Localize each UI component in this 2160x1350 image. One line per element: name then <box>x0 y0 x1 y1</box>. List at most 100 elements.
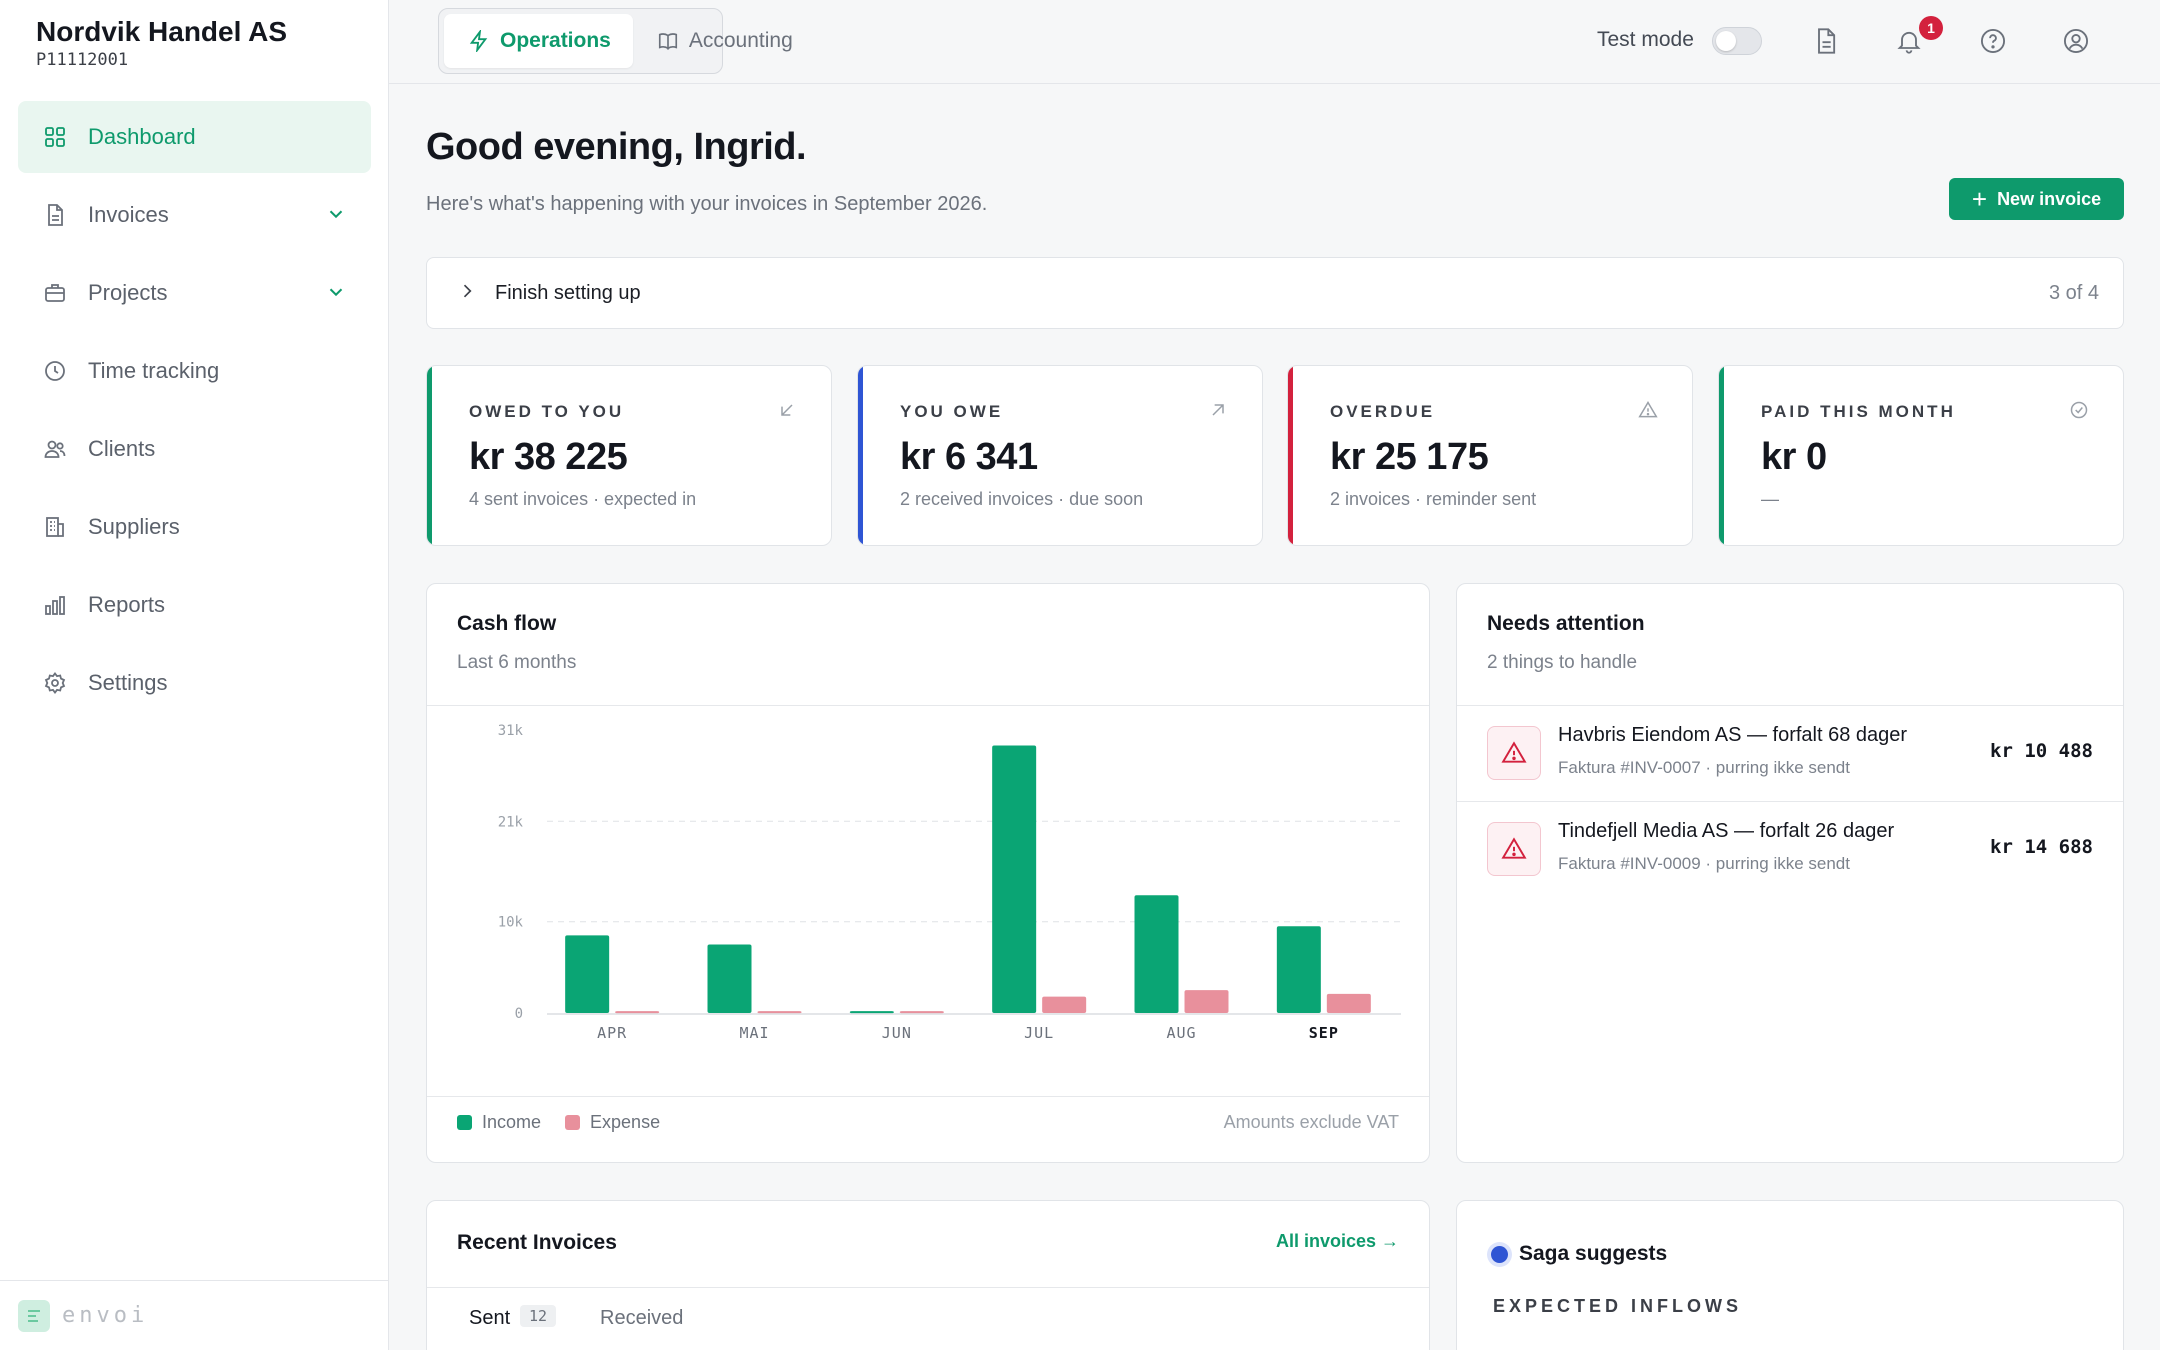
bar-income-mai <box>707 944 752 1013</box>
sidebar-item-label: Reports <box>88 592 166 617</box>
bar-expense-sep <box>1326 993 1371 1013</box>
kpi-note: 2 invoices · reminder sent <box>1330 489 1537 509</box>
tab-received[interactable]: Received <box>600 1307 684 1329</box>
sidebar-nav: Dashboard Invoices Projects Time trac <box>18 101 371 725</box>
tab-operations[interactable]: Operations <box>444 14 633 68</box>
bar-expense-apr <box>615 1011 660 1014</box>
arrow-down-left-icon <box>777 400 797 425</box>
help-icon[interactable] <box>1976 24 2010 58</box>
x-tick-label: SEP <box>1309 1024 1339 1042</box>
bar-expense-jul <box>1042 996 1087 1013</box>
finish-setup-banner[interactable]: Finish setting up 3 of 4 <box>426 257 2124 329</box>
page-title: Good evening, Ingrid. <box>426 126 807 168</box>
new-invoice-label: New invoice <box>1997 188 2102 209</box>
kpi-note: 4 sent invoices · expected in <box>469 489 697 509</box>
card-title: Saga suggests <box>1519 1242 1668 1265</box>
y-tick-label: 21k <box>498 814 524 830</box>
legend-swatch-expense <box>565 1115 581 1130</box>
chevron-down-icon[interactable] <box>325 281 347 309</box>
card-title: Cash flow <box>457 612 557 635</box>
card-subtitle: Last 6 months <box>457 652 577 673</box>
check-circle-icon <box>2069 400 2089 425</box>
vat-note: Amounts exclude VAT <box>1223 1112 1399 1132</box>
kpi-value: kr 0 <box>1761 436 1827 478</box>
cash-flow-card: Cash flow Last 6 months 0 10k 21k 31k APR MAI… <box>426 583 1430 1163</box>
sidebar-item-suppliers[interactable]: Suppliers <box>18 491 371 563</box>
sidebar-item-invoices[interactable]: Invoices <box>18 179 371 251</box>
x-tick-label: AUG <box>1166 1024 1196 1042</box>
card-title: Needs attention <box>1487 612 1645 635</box>
new-invoice-button[interactable]: + New invoice <box>1949 178 2124 220</box>
sidebar-item-label: Settings <box>88 670 168 695</box>
attention-amount: kr 10 488 <box>1990 740 2093 762</box>
users-icon <box>42 436 68 462</box>
sidebar-item-projects[interactable]: Projects <box>18 257 371 329</box>
y-tick-label: 10k <box>498 915 524 931</box>
test-mode-toggle[interactable] <box>1712 27 1762 55</box>
x-tick-label: JUL <box>1024 1024 1054 1042</box>
recent-invoices-card: Recent Invoices All invoices → Sent 12 R… <box>426 1200 1430 1350</box>
all-invoices-link[interactable]: All invoices → <box>1275 1231 1399 1251</box>
warning-icon <box>1638 400 1658 425</box>
arrow-up-right-icon <box>1208 400 1228 425</box>
kpi-you-owe[interactable]: YOU OWE kr 6 341 2 received invoices · d… <box>857 365 1263 546</box>
document-icon[interactable] <box>1809 24 1843 58</box>
brand-logo-icon <box>18 1299 50 1332</box>
page-subtitle: Here's what's happening with your invoic… <box>426 193 988 215</box>
notification-badge: 1 <box>1919 16 1943 40</box>
kpi-owed-to-you[interactable]: OWED TO YOU kr 38 225 4 sent invoices · … <box>426 365 832 546</box>
needs-attention-card: Needs attention 2 things to handle Havbr… <box>1456 583 2124 1163</box>
setup-progress: 3 of 4 <box>2048 281 2099 304</box>
tab-accounting[interactable]: Accounting <box>633 14 815 68</box>
brand-name: envoi <box>62 1303 149 1328</box>
saga-indicator-icon <box>1491 1246 1508 1263</box>
bar-expense-jun <box>899 1011 944 1014</box>
attention-title: Havbris Eiendom AS — forfalt 68 dager <box>1558 724 1908 746</box>
kpi-label: YOU OWE <box>900 402 1004 421</box>
sidebar-item-clients[interactable]: Clients <box>18 413 371 485</box>
chevron-right-icon <box>457 281 477 306</box>
sidebar-item-settings[interactable]: Settings <box>18 647 371 719</box>
sidebar-item-dashboard[interactable]: Dashboard <box>18 101 371 173</box>
kpi-value: kr 6 341 <box>900 436 1038 478</box>
bell-icon[interactable] <box>1892 24 1926 58</box>
divider <box>427 1287 1429 1288</box>
sidebar-item-label: Clients <box>88 436 156 461</box>
sidebar-item-label: Time tracking <box>88 358 220 383</box>
bar-income-sep <box>1276 926 1321 1013</box>
kpi-overdue[interactable]: OVERDUE kr 25 175 2 invoices · reminder … <box>1287 365 1693 546</box>
attention-title: Tindefjell Media AS — forfalt 26 dager <box>1558 820 1895 842</box>
kpi-note: — <box>1761 489 1779 509</box>
clock-icon <box>42 358 68 384</box>
legend-label-expense: Expense <box>590 1112 661 1132</box>
tab-label: Accounting <box>688 29 793 52</box>
sidebar-item-label: Dashboard <box>88 124 196 149</box>
sidebar-item-label: Invoices <box>88 202 169 227</box>
kpi-label: OWED TO YOU <box>469 402 625 421</box>
sidebar-item-label: Projects <box>88 280 168 305</box>
chevron-down-icon[interactable] <box>325 203 347 231</box>
document-icon <box>42 202 68 228</box>
kpi-value: kr 38 225 <box>469 436 628 478</box>
sidebar-item-time-tracking[interactable]: Time tracking <box>18 335 371 407</box>
list-item[interactable]: Tindefjell Media AS — forfalt 26 dager F… <box>1457 802 2123 898</box>
chart-legend: Income Expense <box>457 1112 660 1133</box>
mode-switch: Operations Accounting <box>438 8 793 74</box>
legend-label-income: Income <box>482 1112 542 1132</box>
tab-sent[interactable]: Sent <box>469 1307 511 1329</box>
company-name[interactable]: Nordvik Handel AS <box>36 16 288 47</box>
test-mode-label: Test mode <box>1597 28 1694 51</box>
sidebar-footer: envoi <box>0 1280 389 1350</box>
bar-income-apr <box>565 935 610 1013</box>
y-tick-label: 0 <box>515 1006 523 1022</box>
kpi-paid-this-month[interactable]: PAID THIS MONTH kr 0 — <box>1718 365 2124 546</box>
user-profile-icon[interactable] <box>2059 24 2093 58</box>
divider <box>1457 705 2123 706</box>
attention-subtitle: Faktura #INV-0009 · purring ikke sendt <box>1558 854 1850 873</box>
list-item[interactable]: Havbris Eiendom AS — forfalt 68 dager Fa… <box>1457 706 2123 802</box>
bar-chart-icon <box>42 592 68 618</box>
lightning-icon <box>468 30 490 52</box>
building-icon <box>42 514 68 540</box>
sidebar-item-reports[interactable]: Reports <box>18 569 371 641</box>
setup-title: Finish setting up <box>495 281 641 304</box>
